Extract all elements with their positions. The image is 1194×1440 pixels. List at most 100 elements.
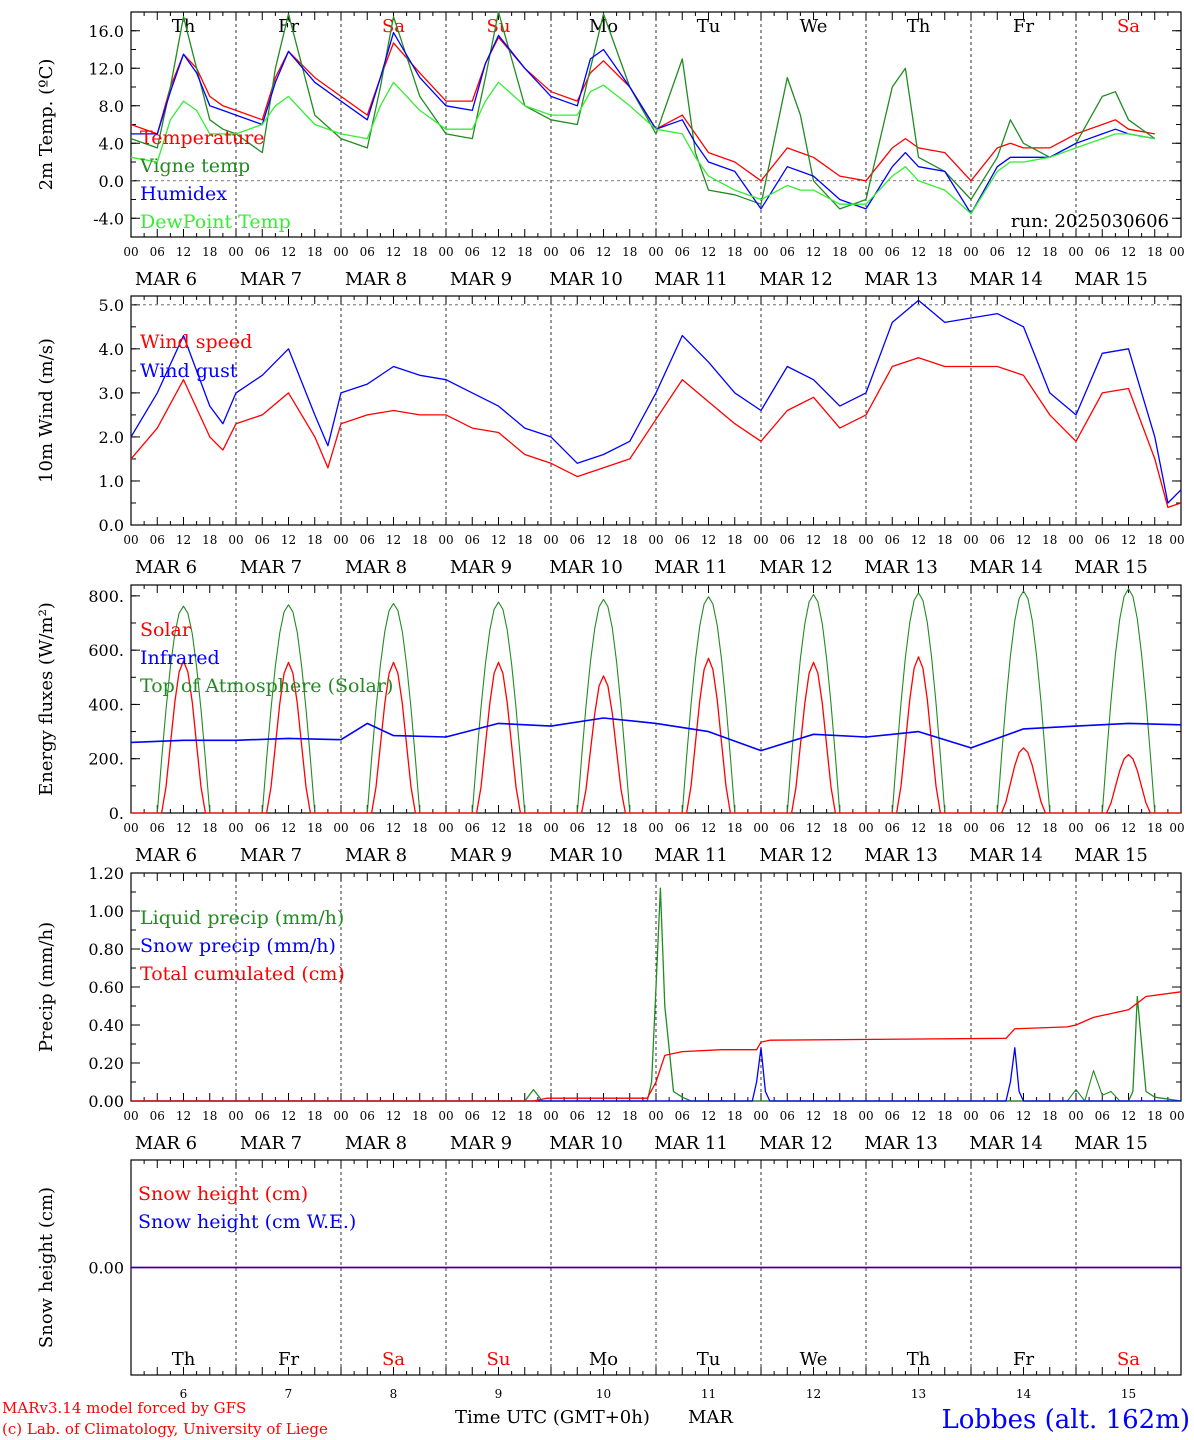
y-tick-label: 12.0 (88, 59, 124, 78)
day-name-label: We (800, 16, 828, 37)
x-hour-label: 18 (1147, 821, 1162, 835)
total-cumulated-cm-line (131, 991, 1182, 1102)
day-name-label: Sa (382, 1349, 405, 1370)
day-name-label: Th (907, 16, 931, 37)
x-hour-label: 12 (911, 1109, 926, 1123)
x-hour-label: 06 (255, 1109, 270, 1123)
x-hour-label: 00 (858, 245, 873, 259)
y-tick-label: 2.0 (99, 428, 124, 447)
day-number-label: 14 (1016, 1387, 1032, 1401)
y-tick-label: 0.40 (88, 1016, 124, 1035)
x-hour-label: 12 (176, 533, 191, 547)
x-hour-label: 00 (753, 245, 768, 259)
legend-entry: Humidex (140, 183, 227, 205)
x-hour-label: 06 (1095, 1109, 1110, 1123)
x-hour-label: 12 (701, 1109, 716, 1123)
x-hour-label: 12 (386, 245, 401, 259)
x-hour-label: 18 (517, 245, 532, 259)
x-hour-label: 00 (963, 533, 978, 547)
legend-entry: Infrared (140, 647, 220, 669)
x-date-label: MAR 7 (240, 1133, 302, 1154)
x-date-label: MAR 14 (969, 1133, 1043, 1154)
day-name-label: Fr (278, 16, 299, 37)
x-hour-label: 06 (1095, 533, 1110, 547)
y-tick-label: 0.60 (88, 978, 124, 997)
x-hour-label: 06 (150, 821, 165, 835)
x-hour-label: 18 (412, 533, 427, 547)
x-hour-label: 06 (570, 821, 585, 835)
dewpoint-temp-line (130, 81, 1155, 215)
day-number-label: 7 (285, 1387, 293, 1401)
x-date-label: MAR 13 (864, 269, 938, 290)
x-hour-label: 06 (885, 821, 900, 835)
x-hour-label: 18 (517, 533, 532, 547)
x-hour-label: 12 (806, 533, 821, 547)
x-hour-label: 12 (596, 533, 611, 547)
x-hour-label: 00 (123, 821, 138, 835)
x-hour-label: 18 (202, 533, 217, 547)
x-date-label: MAR 13 (864, 1133, 938, 1154)
legend-entry: Snow precip (mm/h) (140, 935, 336, 957)
x-date-label: MAR 8 (345, 557, 407, 578)
x-hour-label: 12 (1016, 821, 1031, 835)
x-hour-label: 06 (885, 1109, 900, 1123)
x-hour-label: 06 (570, 1109, 585, 1123)
x-hour-label: 18 (307, 245, 322, 259)
y-tick-label: 0. (109, 804, 124, 823)
x-hour-label: 18 (202, 245, 217, 259)
x-date-label: MAR 11 (654, 1133, 728, 1154)
x-date-label: MAR 8 (345, 1133, 407, 1154)
x-hour-label: 12 (596, 245, 611, 259)
x-date-label: MAR 12 (759, 845, 833, 866)
x-hour-label: 06 (255, 821, 270, 835)
panel-5: 0.00 Snow height (cm) Th Fr Sa Su Mo Tu We Th Fr Sa… (36, 1159, 1182, 1401)
x-hour-label: 00 (123, 533, 138, 547)
x-hour-label: 18 (307, 533, 322, 547)
x-date-label: MAR 6 (135, 845, 197, 866)
x-hour-label: 12 (491, 245, 506, 259)
day-name-label: Th (172, 16, 196, 37)
day-number-label: 13 (911, 1387, 926, 1401)
x-hour-label: 06 (990, 533, 1005, 547)
x-hour-label: 00 (333, 533, 348, 547)
panel-1: -4.0 0.0 4.0 8.0 12.0 16.0 2m Temp. (ºC) 00 06 12… (36, 11, 1185, 290)
day-name-label: Tu (697, 1349, 721, 1370)
x-hour-label: 06 (675, 821, 690, 835)
infrared-line (130, 717, 1182, 752)
panel-2: 0.0 1.0 2.0 3.0 4.0 5.0 10m Wind (m/s) 00 06 12 18… (36, 295, 1185, 578)
x-hour-label: 12 (281, 245, 296, 259)
x-hour-label: 12 (176, 1109, 191, 1123)
x-hour-label: 18 (517, 1109, 532, 1123)
x-hour-label: 06 (990, 1109, 1005, 1123)
x-date-label: MAR 13 (864, 557, 938, 578)
humidex-line (131, 31, 1155, 215)
x-hour-label: 06 (465, 245, 480, 259)
x-hour-label: 06 (780, 821, 795, 835)
legend-entry: Total cumulated (cm) (140, 963, 345, 985)
x-hour-label: 18 (937, 245, 952, 259)
day-name-label: Sa (382, 16, 405, 37)
x-hour-label: 12 (911, 245, 926, 259)
x-date-label: MAR 9 (450, 1133, 512, 1154)
legend-entry: Solar (140, 619, 192, 641)
x-date-label: MAR 10 (549, 557, 623, 578)
day-name-label: Sa (1117, 16, 1140, 37)
x-hour-label: 00 (438, 821, 453, 835)
x-hour-label: 18 (832, 821, 847, 835)
x-hour-label: 12 (1121, 245, 1136, 259)
day-number-label: 6 (180, 1387, 188, 1401)
panels-layer: -4.0 0.0 4.0 8.0 12.0 16.0 2m Temp. (ºC) 00 06 12… (36, 11, 1185, 1401)
y-tick-label: -4.0 (93, 209, 124, 228)
x-hour-label: 12 (386, 821, 401, 835)
x-hour-label: 12 (911, 821, 926, 835)
x-date-label: MAR 12 (759, 557, 833, 578)
x-hour-label: 12 (1016, 245, 1031, 259)
x-date-label: MAR 10 (549, 269, 623, 290)
x-hour-label: 06 (360, 821, 375, 835)
x-hour-label: 12 (176, 821, 191, 835)
x-hour-label: 18 (202, 1109, 217, 1123)
x-hour-label: 00 (1169, 1109, 1184, 1123)
x-date-label: MAR 14 (969, 269, 1043, 290)
x-date-label: MAR 9 (450, 269, 512, 290)
